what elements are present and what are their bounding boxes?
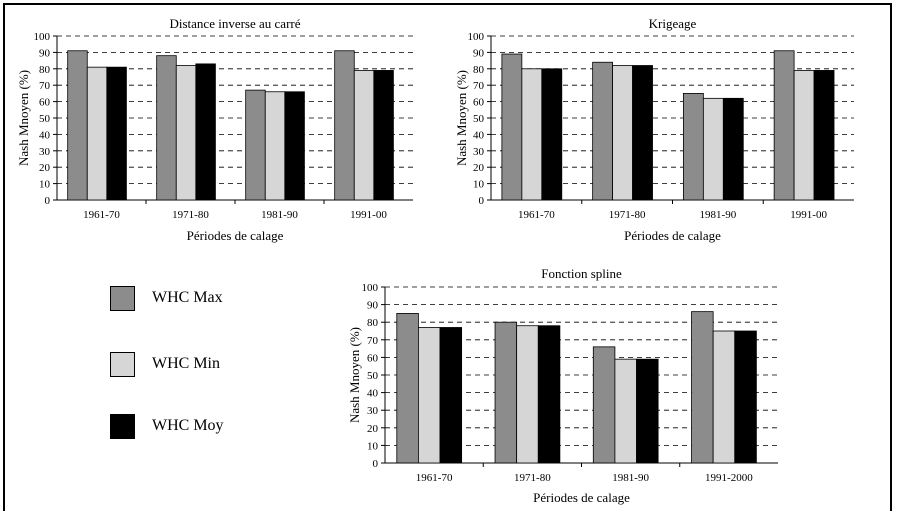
y-tick-label: 0 (479, 195, 485, 207)
y-tick-label: 80 (367, 317, 379, 329)
y-tick-label: 50 (367, 370, 379, 382)
x-tick-label: 1971-80 (172, 209, 209, 221)
y-tick-label: 70 (473, 80, 485, 92)
y-tick-label: 90 (39, 47, 51, 59)
y-tick-label: 10 (473, 179, 485, 191)
chart-title: Fonction spline (541, 266, 622, 281)
y-tick-label: 30 (39, 146, 51, 158)
y-tick-label: 100 (468, 31, 485, 43)
y-tick-label: 80 (39, 64, 51, 76)
bar-whc-moy-1971-80 (195, 63, 216, 201)
y-axis-label: Nash Mnoyen (%) (454, 70, 469, 166)
x-tick-label: 1981-90 (612, 472, 649, 484)
legend-label-whc-moy: WHC Moy (152, 417, 224, 434)
legend-swatch-whc-min (110, 351, 135, 377)
bar-whc-moy-1981-90 (636, 358, 659, 464)
x-axis-label: Périodes de calage (187, 228, 284, 243)
bar-whc-moy-1981-90 (722, 97, 744, 201)
y-tick-label: 40 (39, 129, 51, 141)
bar-whc-moy-1991-00 (813, 70, 835, 201)
y-tick-label: 0 (45, 195, 51, 207)
legend-label-whc-max: WHC Max (152, 289, 223, 306)
y-tick-label: 20 (473, 162, 485, 174)
x-tick-label: 1981-90 (700, 209, 737, 221)
bar-whc-min-1961-70 (418, 327, 441, 464)
y-tick-label: 30 (473, 146, 485, 158)
x-axis-label: Périodes de calage (624, 228, 721, 243)
legend-item-whc-moy: WHC Moy (110, 411, 224, 441)
y-tick-label: 60 (39, 97, 51, 109)
x-tick-label: 1981-90 (261, 209, 298, 221)
y-tick-label: 100 (362, 282, 379, 294)
y-tick-label: 20 (39, 162, 51, 174)
y-tick-label: 50 (39, 113, 51, 125)
x-tick-label: 1961-70 (83, 209, 120, 221)
y-tick-label: 30 (367, 405, 379, 417)
bar-whc-moy-1971-80 (537, 325, 561, 464)
chart-title: Distance inverse au carré (169, 16, 300, 31)
y-tick-label: 60 (367, 352, 379, 364)
y-tick-label: 70 (367, 335, 379, 347)
x-tick-label: 1991-2000 (705, 472, 753, 484)
y-tick-label: 0 (373, 458, 379, 470)
x-tick-label: 1961-70 (416, 472, 453, 484)
bar-whc-max-1961-70 (396, 312, 419, 464)
y-tick-label: 20 (367, 423, 379, 435)
bar-whc-max-1991-2000 (691, 311, 714, 464)
x-axis-label: Périodes de calage (533, 490, 630, 505)
y-tick-label: 60 (473, 97, 485, 109)
y-tick-label: 40 (367, 388, 379, 400)
chart-title: Krigeage (649, 16, 697, 31)
figure-frame (3, 3, 892, 511)
legend-swatch-whc-max (110, 285, 135, 311)
y-axis-label: Nash Mnoyen (%) (347, 327, 362, 423)
x-tick-label: 1991-00 (350, 209, 387, 221)
legend-swatch-whc-moy (110, 413, 135, 439)
legend-item-whc-min: WHC Min (110, 349, 220, 379)
y-tick-label: 90 (367, 300, 379, 312)
bar-whc-moy-1961-70 (541, 68, 563, 201)
bar-whc-min-1991-2000 (712, 330, 736, 464)
bar-whc-max-1971-80 (494, 321, 518, 464)
bar-whc-min-1981-90 (614, 358, 637, 464)
y-axis-label: Nash Mnoyen (%) (16, 70, 31, 166)
y-tick-label: 10 (367, 440, 379, 452)
y-tick-label: 10 (39, 179, 51, 191)
y-tick-label: 100 (34, 31, 51, 43)
bar-whc-moy-1991-00 (373, 70, 394, 201)
bar-whc-moy-1961-70 (106, 66, 127, 201)
y-tick-label: 80 (473, 64, 485, 76)
x-tick-label: 1971-80 (514, 472, 551, 484)
legend-item-whc-max: WHC Max (110, 283, 223, 313)
bar-whc-min-1971-80 (516, 325, 539, 464)
bar-whc-moy-1961-70 (439, 327, 463, 464)
y-tick-label: 90 (473, 47, 485, 59)
bar-whc-max-1981-90 (592, 346, 616, 464)
bar-whc-moy-1981-90 (284, 91, 305, 201)
y-tick-label: 70 (39, 80, 51, 92)
bar-whc-moy-1991-2000 (734, 330, 757, 464)
y-tick-label: 50 (473, 113, 485, 125)
bar-whc-moy-1971-80 (632, 65, 653, 201)
legend-label-whc-min: WHC Min (152, 355, 220, 372)
x-tick-label: 1961-70 (518, 209, 555, 221)
y-tick-label: 40 (473, 129, 485, 141)
x-tick-label: 1991-00 (790, 209, 827, 221)
x-tick-label: 1971-80 (609, 209, 646, 221)
